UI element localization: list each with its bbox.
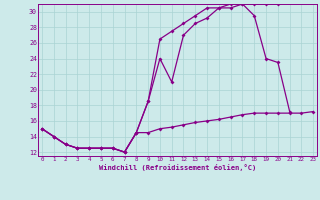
X-axis label: Windchill (Refroidissement éolien,°C): Windchill (Refroidissement éolien,°C): [99, 164, 256, 171]
